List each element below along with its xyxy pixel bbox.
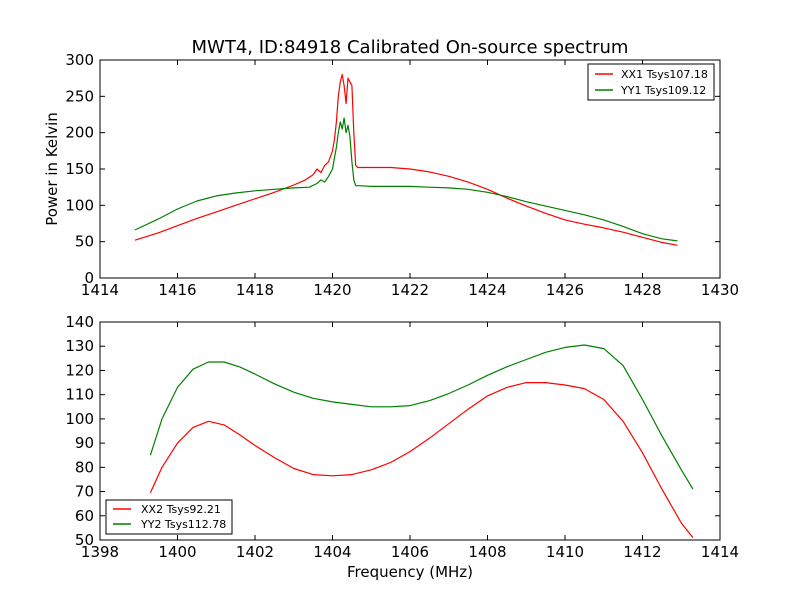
top-xtick-label: 1424 xyxy=(468,281,506,299)
top-ylabel: Power in Kelvin xyxy=(43,112,61,226)
top-ytick-label: 0 xyxy=(84,269,94,287)
top-series-0-line xyxy=(134,73,678,246)
top-series-1-line xyxy=(134,117,678,242)
top-ytick-label: 300 xyxy=(65,51,94,69)
top-ytick-label: 200 xyxy=(65,124,94,142)
bottom-ytick-label: 70 xyxy=(75,483,94,501)
bottom-ytick-label: 100 xyxy=(65,410,94,428)
bottom-xtick-label: 1414 xyxy=(701,543,739,561)
bottom-ytick-label: 130 xyxy=(65,337,94,355)
bottom-xtick-label: 1404 xyxy=(313,543,351,561)
top-legend-xx1-label: XX1 Tsys107.18 xyxy=(621,68,708,81)
top-xtick-label: 1418 xyxy=(236,281,274,299)
bottom-axis-ticks: 1398 1400 1402 1404 1406 1408 1410 1412 1414 50 60… xyxy=(65,313,739,561)
top-xtick-label: 1416 xyxy=(158,281,196,299)
top-ytick-label: 100 xyxy=(65,196,94,214)
bottom-legend-box xyxy=(105,499,233,535)
bottom-series-1-line xyxy=(149,344,694,490)
top-legend-box xyxy=(587,63,715,101)
bottom-ytick-label: 110 xyxy=(65,386,94,404)
bottom-plot-series xyxy=(149,344,694,538)
bottom-ytick-label: 60 xyxy=(75,507,94,525)
top-ytick-label: 250 xyxy=(65,87,94,105)
bottom-ytick-label: 80 xyxy=(75,458,94,476)
top-xtick-label: 1426 xyxy=(546,281,584,299)
bottom-subplot: 1398 1400 1402 1404 1406 1408 1410 1412 1414 50 60… xyxy=(65,313,739,581)
bottom-ytick-label: 140 xyxy=(65,313,94,331)
top-legend-yy1-label: YY1 Tsys109.12 xyxy=(620,84,706,97)
bottom-legend-yy2-label: YY2 Tsys112.78 xyxy=(140,518,226,531)
bottom-xlabel: Frequency (MHz) xyxy=(347,563,473,581)
top-ytick-label: 50 xyxy=(75,233,94,251)
chart-title: MWT4, ID:84918 Calibrated On-source spec… xyxy=(192,37,629,58)
top-xtick-label: 1422 xyxy=(391,281,429,299)
bottom-legend-xx2-label: XX2 Tsys92.21 xyxy=(141,503,221,516)
bottom-series-0-line xyxy=(149,382,694,538)
top-axis-ticks: 1414 1416 1418 1420 1422 1424 1426 1428 1430 0 50 1… xyxy=(65,51,739,299)
top-xtick-label: 1428 xyxy=(623,281,661,299)
bottom-xtick-label: 1398 xyxy=(81,543,119,561)
bottom-ytick-label: 90 xyxy=(75,434,94,452)
top-xtick-label: 1414 xyxy=(81,281,119,299)
top-legend: XX1 Tsys107.18 YY1 Tsys109.12 xyxy=(587,63,715,101)
bottom-xtick-label: 1408 xyxy=(468,543,506,561)
bottom-xtick-label: 1400 xyxy=(158,543,196,561)
bottom-legend: XX2 Tsys92.21 YY2 Tsys112.78 xyxy=(105,499,233,535)
bottom-xtick-label: 1412 xyxy=(623,543,661,561)
bottom-ytick-label: 50 xyxy=(75,531,94,549)
top-xtick-label: 1420 xyxy=(313,281,351,299)
bottom-xtick-label: 1410 xyxy=(546,543,584,561)
bottom-ytick-label: 120 xyxy=(65,361,94,379)
bottom-xtick-label: 1402 xyxy=(236,543,274,561)
top-subplot: MWT4, ID:84918 Calibrated On-source spec… xyxy=(43,37,739,299)
bottom-xtick-label: 1406 xyxy=(391,543,429,561)
top-ytick-label: 150 xyxy=(65,160,94,178)
top-xtick-label: 1430 xyxy=(701,281,739,299)
top-plot-series xyxy=(134,73,678,246)
